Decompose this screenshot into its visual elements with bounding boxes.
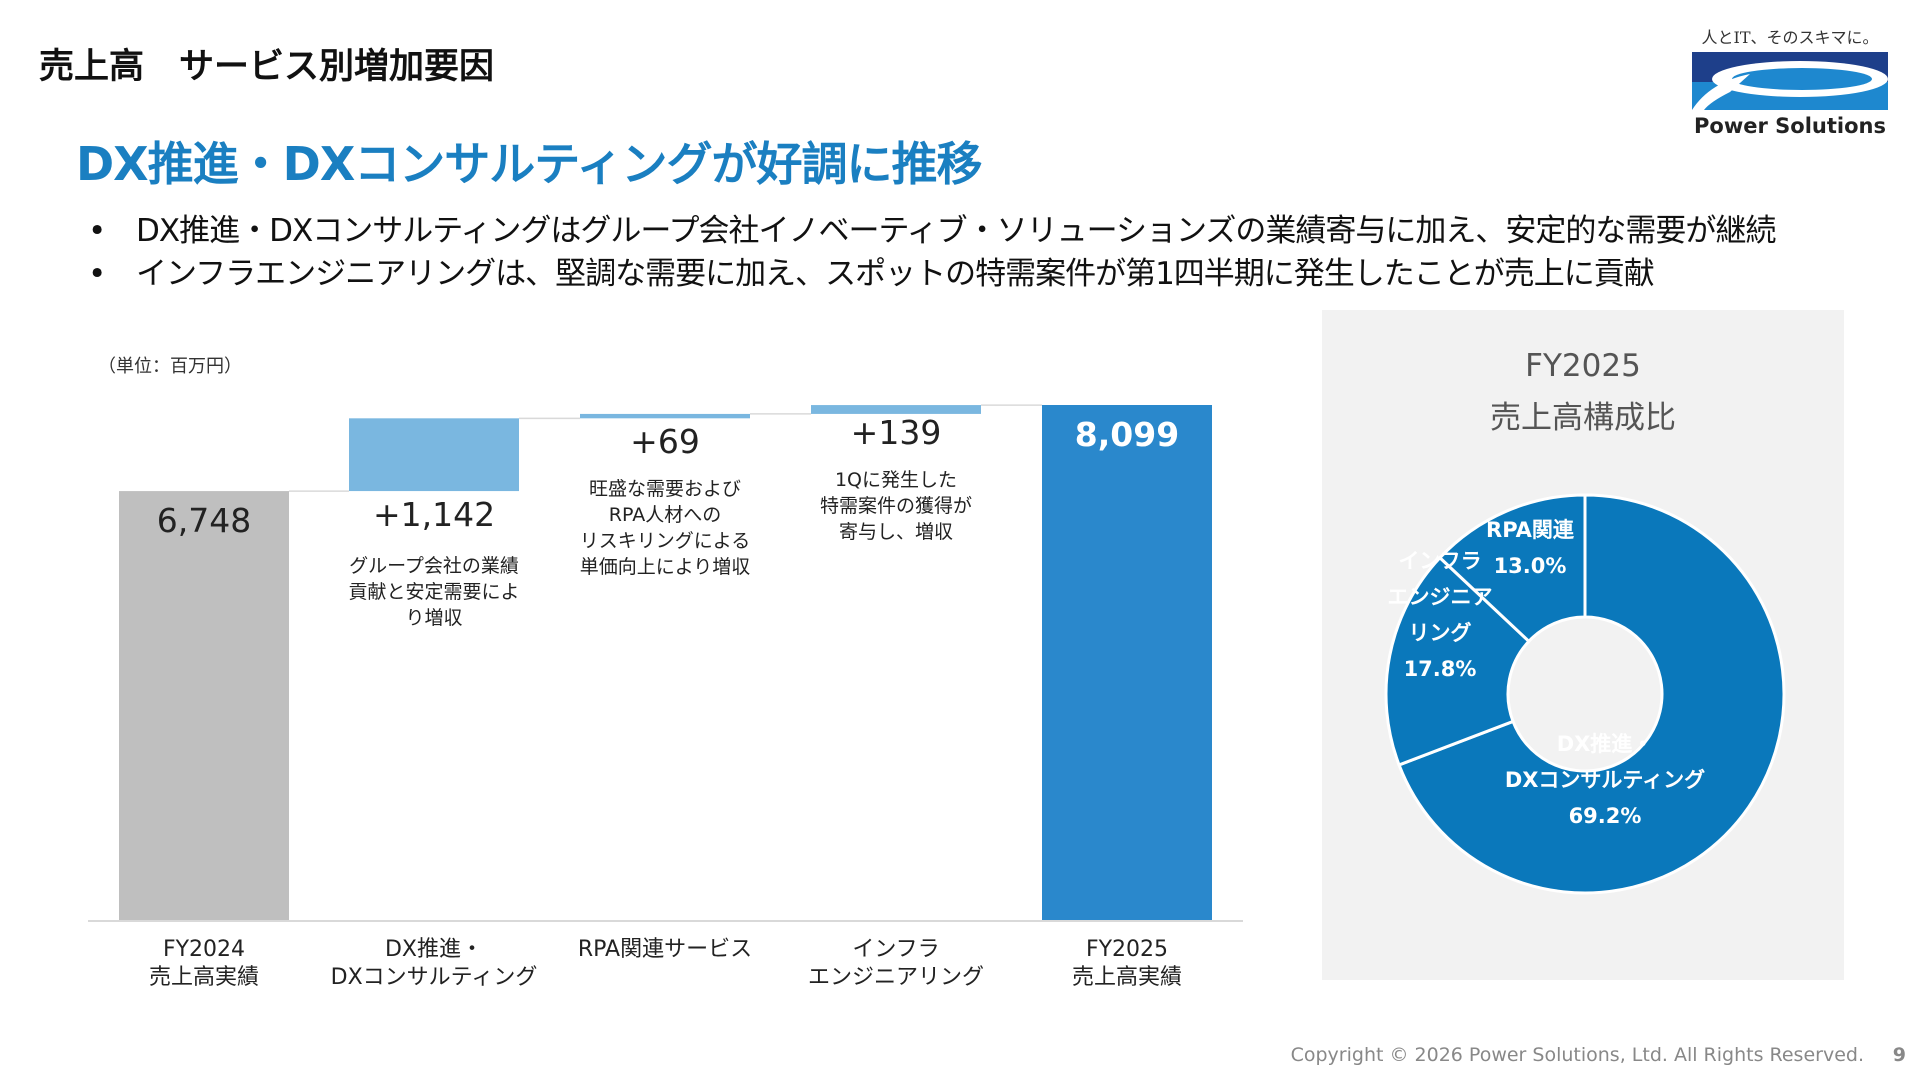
bullet-dot: • [88,213,106,249]
data-label: +69 [630,421,700,461]
logo-mark-icon [1692,52,1888,110]
waterfall-chart: 6,748 FY2024 売上高実績 +1,142 グループ会社の業績 貢献と安定需要… [88,404,1243,990]
copyright: Copyright © 2026 Power Solutions, Ltd. A… [1290,1044,1864,1066]
slice-label: DX推進・ DXコンサルティング 69.2% [1475,726,1735,834]
category-label: DX推進・ DXコンサルティング [330,937,538,990]
bar-0 [119,491,289,921]
slice-label: インフラ エンジニア リング 17.8% [1310,543,1570,687]
donut-chart [1384,493,1786,895]
bar-2 [580,413,750,419]
company-logo: 人とIT、そのスキマに。 Power Solutions [1690,24,1890,138]
category-label: インフラ エンジニアリング [807,937,984,990]
slice-name: インフラ エンジニア リング [1387,549,1493,645]
bullet-text: インフラエンジニアリングは、堅調な需要に加え、スポットの特需案件が第1四半期に発… [136,256,1655,292]
page-title: 売上高 サービス別増加要因 [39,47,495,87]
unit-label: （単位：百万円） [98,356,242,377]
bar-annotation: 旺盛な需要および RPA人材への リスキリングによる 単価向上により増収 [579,477,751,578]
bar-annotation: グループ会社の業績 貢献と安定需要によ り増収 [348,555,520,630]
slice-name: RPA関連 [1486,518,1574,542]
headline: DX推進・DXコンサルティングが好調に推移 [76,137,983,191]
category-label: FY2024 売上高実績 [148,937,259,990]
page-number: 9 [1892,1044,1906,1066]
bullet-item: • DX推進・DXコンサルティングはグループ会社イノベーティブ・ソリューションズの… [88,205,1776,250]
waterfall-svg [88,404,1243,922]
logo-tagline: 人とIT、そのスキマに。 [1701,28,1879,47]
slice-percent: 17.8% [1403,657,1477,681]
bullet-text: DX推進・DXコンサルティングはグループ会社イノベーティブ・ソリューションズの業… [136,213,1776,249]
donut-slice-0 [1397,493,1786,895]
category-label: FY2025 売上高実績 [1071,937,1182,990]
slice-label: RPA関連 13.0% [1400,512,1660,584]
bar-1 [349,418,519,492]
data-label: 8,099 [1074,415,1180,454]
donut-slice-2 [1437,493,1587,644]
bullet-item: • インフラエンジニアリングは、堅調な需要に加え、スポットの特需案件が第1四半期に… [88,248,1655,293]
slice-name: DX推進・ DXコンサルティング [1504,732,1706,792]
data-label: +139 [850,413,942,453]
data-label: +1,142 [372,495,496,535]
pie-title: FY2025 売上高構成比 [1322,340,1844,444]
pie-title-line: 売上高構成比 [1490,400,1676,436]
data-label: 6,748 [156,501,252,541]
slice-percent: 13.0% [1493,554,1567,578]
bullet-dot: • [88,256,106,292]
bar-3 [811,405,981,414]
bar-4 [1042,405,1212,921]
logo-name: Power Solutions [1694,114,1886,138]
bar-annotation: 1Qに発生した 特需案件の獲得が 寄与し、増収 [819,469,972,544]
slice-percent: 69.2% [1568,804,1642,828]
pie-title-line: FY2025 [1525,348,1641,384]
category-label: RPA関連サービス [577,937,753,962]
